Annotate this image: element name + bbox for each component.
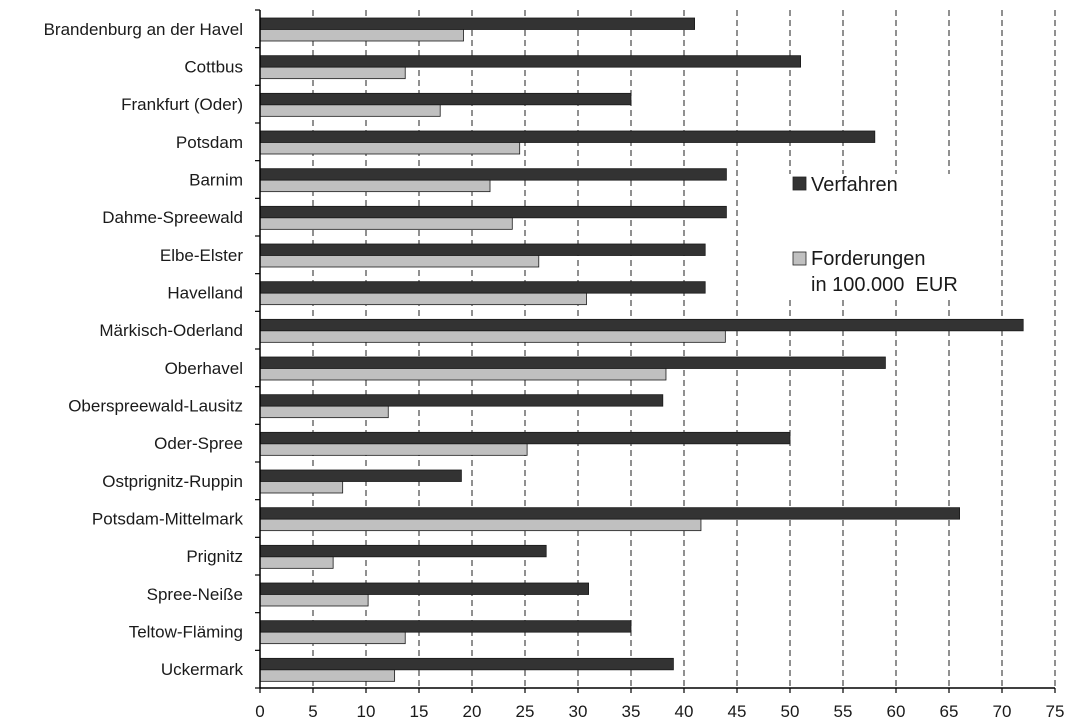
- x-tick-label: 15: [410, 702, 429, 721]
- bar-verfahren: [259, 657, 674, 671]
- legend-swatch-forderungen: [792, 251, 807, 266]
- bar-verfahren: [259, 356, 886, 369]
- bar-forderungen: [259, 66, 406, 80]
- legend-label-verfahren: Verfahren: [811, 174, 898, 196]
- category-label: Oder-Spree: [154, 434, 243, 453]
- x-tick-label: 45: [728, 702, 747, 721]
- bar-forderungen: [259, 29, 464, 42]
- category-label: Havelland: [167, 284, 243, 303]
- bar-forderungen: [259, 405, 389, 419]
- x-tick-label: 65: [940, 702, 959, 721]
- bar-forderungen: [259, 556, 334, 569]
- legend-swatch-verfahren: [792, 176, 807, 191]
- category-label: Märkisch-Oderland: [99, 321, 243, 340]
- category-label: Spree-Neiße: [147, 585, 243, 604]
- category-label: Brandenburg an der Havel: [44, 20, 243, 39]
- category-label: Potsdam: [176, 133, 243, 152]
- bar-verfahren: [259, 243, 706, 256]
- x-tick-label: 10: [357, 702, 376, 721]
- bar-verfahren: [259, 168, 727, 181]
- bar-forderungen: [259, 292, 587, 306]
- bar-verfahren: [259, 92, 632, 106]
- category-label: Potsdam-Mittelmark: [92, 510, 244, 529]
- bar-verfahren: [259, 205, 727, 219]
- bar-forderungen: [259, 255, 540, 268]
- x-tick-label: 75: [1046, 702, 1065, 721]
- category-label: Uckermark: [161, 660, 244, 679]
- category-label: Cottbus: [184, 58, 243, 77]
- category-label: Frankfurt (Oder): [121, 95, 243, 114]
- bar-verfahren: [259, 469, 462, 482]
- bar-verfahren: [259, 620, 632, 633]
- bar-verfahren: [259, 544, 547, 558]
- bar-forderungen: [259, 594, 369, 607]
- axes: [255, 9, 1056, 693]
- x-tick-label: 35: [622, 702, 641, 721]
- bar-forderungen: [259, 104, 441, 117]
- x-tick-label: 50: [781, 702, 800, 721]
- x-tick-label: 55: [834, 702, 853, 721]
- x-tick-label: 20: [463, 702, 482, 721]
- bar-forderungen: [259, 481, 344, 494]
- bar-forderungen: [259, 142, 521, 155]
- category-label: Barnim: [189, 171, 243, 190]
- bar-forderungen: [259, 443, 528, 456]
- legend-background: [760, 174, 984, 298]
- category-label: Oberspreewald-Lausitz: [68, 397, 243, 416]
- bar-forderungen: [259, 631, 406, 645]
- x-tick-label: 30: [569, 702, 588, 721]
- category-label: Prignitz: [186, 547, 243, 566]
- x-tick-label: 40: [675, 702, 694, 721]
- bar-forderungen: [259, 179, 491, 193]
- x-tick-label: 0: [255, 702, 264, 721]
- bar-forderungen: [259, 330, 726, 343]
- category-label: Ostprignitz-Ruppin: [102, 472, 243, 491]
- category-label: Dahme-Spreewald: [102, 208, 243, 227]
- x-tick-label: 25: [516, 702, 535, 721]
- x-tick-label: 70: [993, 702, 1012, 721]
- bar-forderungen: [259, 669, 396, 682]
- bars: [259, 17, 1024, 682]
- bar-verfahren: [259, 130, 876, 143]
- category-labels: Brandenburg an der Havel Cottbus Frankfurt…: [44, 20, 244, 679]
- bar-verfahren: [259, 582, 590, 595]
- gridlines: [312, 10, 1056, 688]
- bar-verfahren: [259, 507, 960, 520]
- bar-verfahren: [259, 281, 706, 294]
- x-tick-label: 5: [308, 702, 317, 721]
- bar-verfahren: [259, 17, 696, 30]
- category-label: Teltow-Fläming: [129, 623, 243, 642]
- bar-verfahren: [259, 318, 1024, 332]
- x-tick-labels: 0 5 10 15 20 25 30 35 40 45 50 55 60 65 70 75: [255, 702, 1064, 721]
- bar-verfahren: [259, 394, 664, 407]
- bar-forderungen: [259, 368, 667, 381]
- x-tick-label: 60: [887, 702, 906, 721]
- legend: Verfahren Forderungen in 100.000 EUR: [760, 174, 984, 298]
- legend-label-forderungen-line1: Forderungen: [811, 248, 926, 270]
- bar-verfahren: [259, 55, 801, 68]
- category-label: Oberhavel: [165, 359, 243, 378]
- bar-forderungen: [259, 518, 702, 532]
- bar-verfahren: [259, 431, 791, 445]
- category-label: Elbe-Elster: [160, 246, 243, 265]
- legend-label-forderungen-line2: in 100.000 EUR: [811, 274, 958, 296]
- bar-forderungen: [259, 217, 513, 230]
